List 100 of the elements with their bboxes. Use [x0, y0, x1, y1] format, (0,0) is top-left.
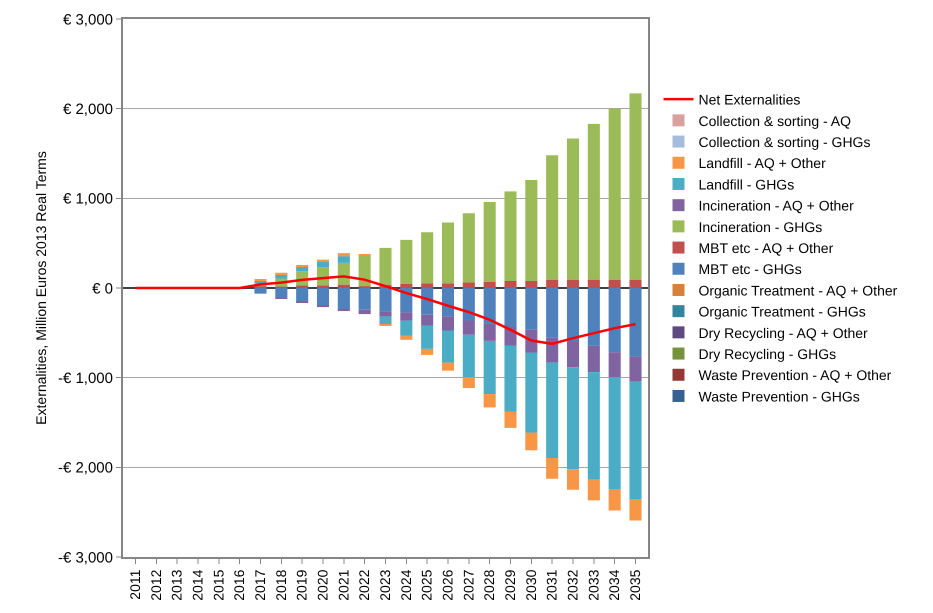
y-tick-label: -€ 3,000 [58, 549, 113, 566]
bar [608, 377, 621, 490]
x-tick-label: 2025 [418, 569, 435, 601]
bar [462, 213, 475, 282]
bar [442, 330, 454, 363]
y-tick-label: € 0 [92, 280, 113, 298]
bar [421, 232, 434, 284]
bar [379, 248, 392, 285]
bar [504, 346, 517, 412]
legend-label: Organic Treatment - GHGs [698, 304, 866, 320]
bar [546, 362, 558, 458]
bar [546, 155, 558, 280]
bar [442, 222, 454, 284]
bar [608, 352, 621, 378]
x-tick-label: 2028 [481, 569, 498, 601]
y-tick-label: -€ 2,000 [58, 460, 113, 477]
bar [608, 108, 621, 280]
legend-label: Organic Treatment - AQ + Other [698, 282, 898, 298]
x-tick-label: 2031 [544, 569, 560, 601]
bar [338, 256, 350, 263]
bar [504, 288, 517, 326]
legend-label: Dry Recycling - GHGs [698, 346, 836, 362]
x-tick-label: 2023 [377, 569, 394, 601]
bar [462, 288, 475, 320]
x-tick-label: 2026 [440, 569, 456, 601]
x-tick-label: 2017 [252, 569, 268, 601]
x-tick-label: 2015 [210, 569, 226, 601]
bar [338, 288, 350, 310]
bar [379, 311, 392, 316]
bar [484, 282, 496, 288]
legend-label: Incineration - GHGs [698, 218, 822, 235]
bar [566, 342, 580, 368]
bar [296, 266, 308, 272]
bar [525, 281, 538, 288]
bar [296, 285, 308, 288]
bar [462, 334, 475, 378]
bar [566, 138, 580, 280]
y-tick-label: € 2,000 [62, 100, 113, 118]
x-tick-label: 2018 [272, 569, 289, 601]
bar [629, 356, 642, 382]
x-tick-label: 2021 [335, 569, 352, 601]
bar [421, 348, 434, 355]
line-series [134, 275, 637, 346]
x-tick-label: 2012 [148, 569, 164, 601]
bar [629, 382, 642, 500]
bar [588, 124, 600, 280]
x-tick-label: 2034 [606, 569, 622, 601]
legend-label: Net Externalities [698, 92, 800, 108]
bar [316, 262, 330, 268]
bar [462, 320, 475, 335]
x-tick-label: 2022 [356, 569, 372, 601]
bar [421, 283, 434, 288]
bar [588, 280, 600, 288]
legend-label: Incineration - AQ + Other [698, 198, 854, 214]
bar [338, 253, 350, 256]
bar [608, 280, 621, 288]
bar [400, 240, 412, 284]
x-tick-label: 2029 [502, 569, 518, 601]
bar [588, 288, 600, 346]
bar [442, 288, 454, 316]
bar [275, 288, 288, 298]
y-tick-label: -€ 1,000 [58, 370, 113, 387]
x-tick-label: 2030 [522, 569, 539, 601]
bar [629, 280, 642, 288]
x-tick-label: 2019 [294, 569, 310, 601]
bar [546, 458, 558, 479]
bar [421, 314, 434, 326]
bar [379, 288, 392, 312]
legend-label: MBT etc - GHGs [698, 261, 802, 278]
bar [525, 352, 538, 433]
bar [484, 202, 496, 282]
bar [462, 377, 475, 388]
y-axis-title: Externalities, Million Euros 2013 Real Terms [33, 151, 50, 425]
bar [484, 340, 496, 394]
bar [588, 346, 600, 372]
bar [484, 288, 496, 324]
x-tick-label: 2013 [168, 569, 185, 601]
bar [566, 469, 580, 490]
bar [379, 316, 392, 324]
legend-label: Dry Recycling - AQ + Other [698, 324, 868, 341]
bar [400, 312, 412, 320]
bar [358, 288, 371, 310]
bar [546, 288, 558, 338]
bar [400, 284, 412, 288]
x-tick-label: 2011 [127, 569, 144, 600]
bar [566, 367, 580, 470]
bar [400, 320, 412, 336]
bar [588, 480, 600, 500]
y-tick-label: € 3,000 [62, 11, 113, 28]
bar [338, 284, 350, 288]
bar [504, 281, 517, 288]
bar [358, 310, 371, 314]
bar [462, 282, 475, 288]
bar [484, 323, 496, 341]
bar [504, 412, 517, 428]
x-tick-label: 2032 [564, 569, 581, 601]
bar [546, 337, 558, 363]
legend-label: Collection & sorting - GHGs [698, 134, 870, 150]
bar [629, 288, 642, 357]
x-tick-label: 2027 [460, 569, 476, 601]
